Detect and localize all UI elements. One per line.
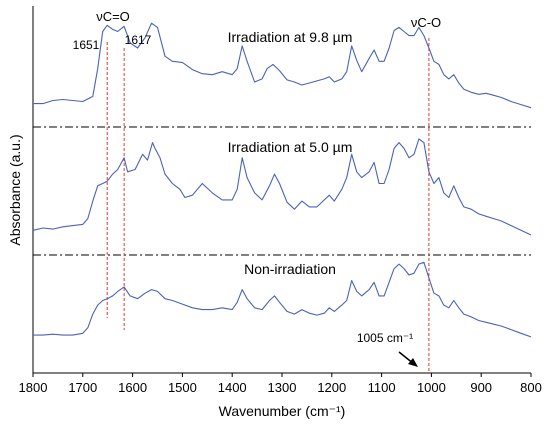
- x-tick-label-1200: 1200: [317, 380, 346, 395]
- x-tick-label-800: 800: [520, 380, 542, 395]
- x-tick-label-1500: 1500: [168, 380, 197, 395]
- series-label-non-irradiation: Non-irradiation: [244, 261, 336, 277]
- annotation-peak-1005: 1005 cm⁻¹: [357, 331, 413, 345]
- series-label-5-0um: Irradiation at 5.0 µm: [228, 139, 353, 155]
- x-ticks: 1800 1700 1600 1500 1400 1300 1200 1100 1000 900 8…: [19, 373, 542, 395]
- x-tick-label-1600: 1600: [118, 380, 147, 395]
- x-tick-label-1000: 1000: [417, 380, 446, 395]
- annotation-peak-1651: 1651: [73, 38, 100, 52]
- y-axis-label: Absorbance (a.u.): [7, 134, 23, 245]
- x-tick-label-1400: 1400: [218, 380, 247, 395]
- panel-separators: [33, 126, 531, 256]
- annotation-vc-o: νC-O: [411, 15, 441, 30]
- annotation-peak-1617: 1617: [125, 33, 152, 47]
- peak-marker-lines: [106, 38, 430, 373]
- x-tick-label-1300: 1300: [268, 380, 297, 395]
- spectrum-line-2: [32, 138, 532, 236]
- x-tick-label-1100: 1100: [368, 380, 396, 395]
- arrow-to-1005: [398, 351, 418, 367]
- x-tick-label-1700: 1700: [68, 380, 97, 395]
- x-tick-label-900: 900: [470, 380, 492, 395]
- spectrum-line-1: [33, 22, 532, 109]
- annotation-vc-double-o: νC=O: [96, 9, 130, 24]
- spectra-lines: [32, 22, 532, 338]
- spectrum-line-3: [33, 261, 532, 338]
- x-tick-label-1800: 1800: [19, 380, 48, 395]
- series-label-9-8um: Irradiation at 9.8 µm: [228, 29, 353, 45]
- x-axis-label: Wavenumber (cm⁻¹): [219, 403, 346, 419]
